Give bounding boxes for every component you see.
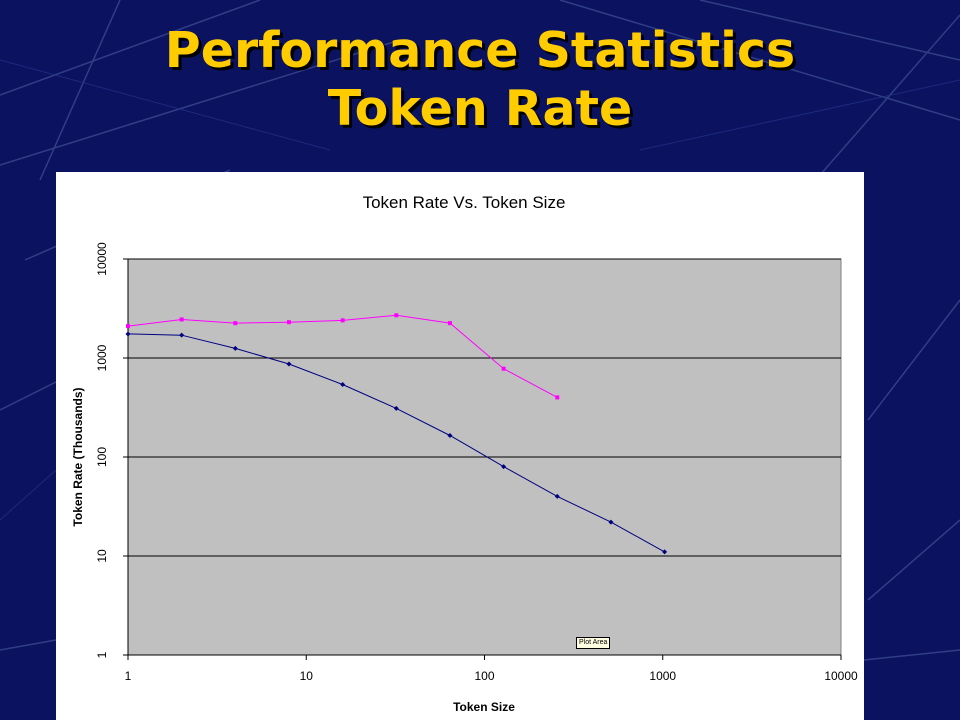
y-tick-label: 1000 (95, 344, 109, 371)
y-tick-label: 10000 (95, 242, 109, 276)
x-tick-label: 1000 (649, 669, 676, 683)
series-1-point (501, 464, 507, 470)
chart-panel: 1 10 100 1000 10000 1 10 100 1000 10000 Token Rate… (56, 172, 864, 720)
slide-title-line-1: Performance Statistics (164, 22, 796, 79)
series-1-point (608, 519, 614, 525)
series-2-point (286, 320, 291, 325)
slide-title-line-2: Token Rate (327, 80, 633, 137)
series-2-point (555, 395, 560, 400)
y-tick-label: 100 (95, 447, 109, 467)
y-axis-title: Token Rate (Thousands) (71, 387, 85, 526)
chart-title: Token Rate Vs. Token Size (363, 193, 566, 212)
series-1-point (554, 493, 560, 499)
y-tick-label: 10 (95, 549, 109, 563)
series-2-point (340, 318, 345, 323)
series-2-point (394, 313, 399, 318)
series-2-point (501, 366, 506, 371)
plot-area-tooltip: Plot Area (576, 637, 611, 649)
x-tick-label: 10000 (824, 669, 858, 683)
x-tick-label: 1 (125, 669, 132, 683)
series-1-point (286, 361, 292, 367)
series-1-point (393, 405, 399, 411)
series-2-point (179, 317, 184, 322)
series-2-point (447, 321, 452, 326)
token-rate-chart: 1 10 100 1000 10000 1 10 100 1000 10000 Token Rate… (71, 193, 858, 714)
series-1-point (662, 549, 668, 555)
slide-title: Performance Statistics Token Rate (0, 22, 960, 138)
y-tick-label: 1 (95, 651, 109, 658)
series-1-point (340, 381, 346, 387)
series-2-point (126, 324, 130, 329)
series-1-point (179, 332, 185, 338)
x-tick-label: 10 (300, 669, 314, 683)
series-1-point (125, 331, 131, 337)
series-1-point (232, 345, 238, 351)
x-tick-label: 100 (474, 669, 494, 683)
series-1-point (447, 432, 453, 438)
series-2-point (233, 321, 238, 326)
x-axis-title: Token Size (453, 700, 515, 714)
